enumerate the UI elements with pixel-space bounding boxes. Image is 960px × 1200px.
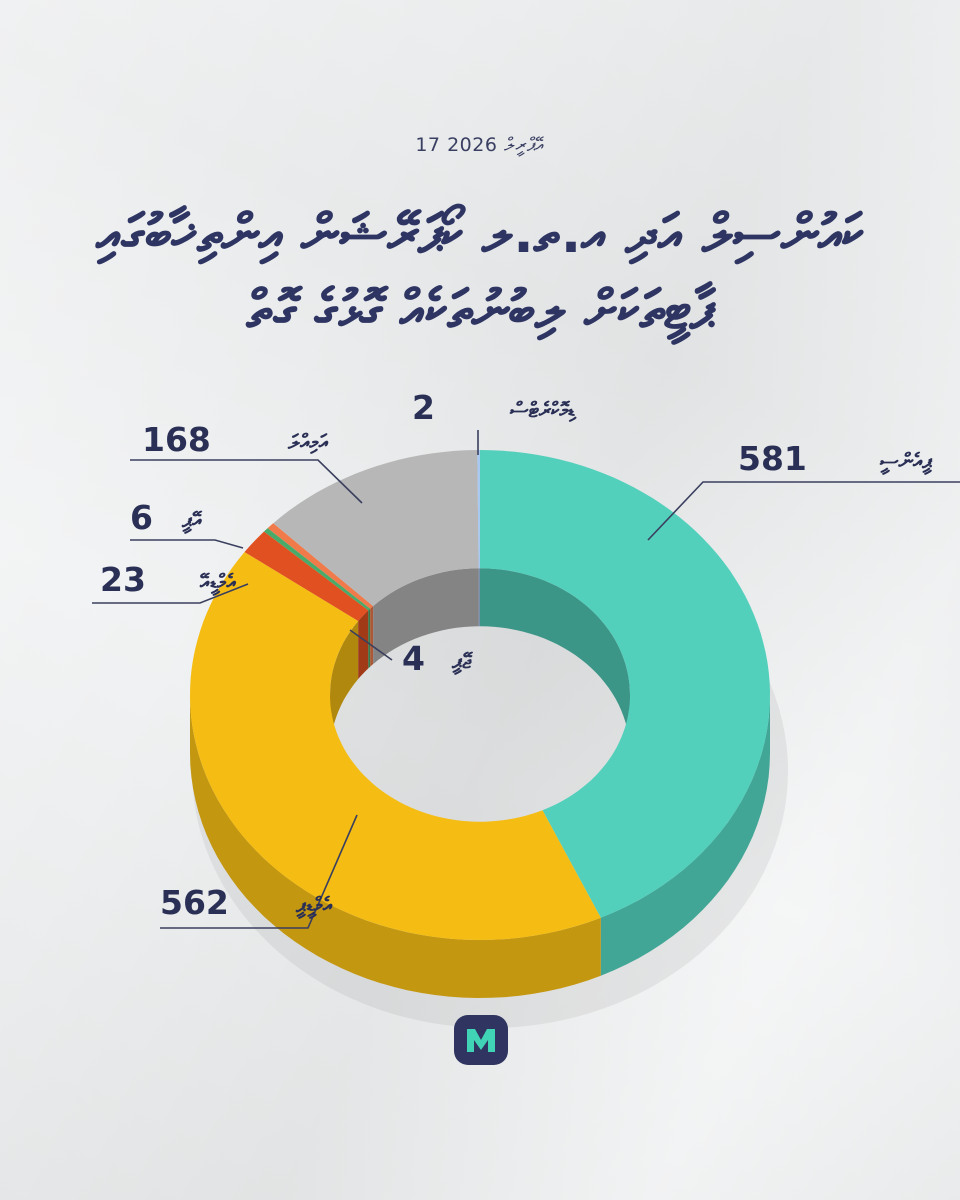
leader-line-6 [130, 539, 244, 549]
data-label-value-4: 4 [402, 639, 425, 678]
slice-6 [267, 523, 374, 609]
data-label-name-4: ޖޭޕީ [451, 649, 473, 676]
slice-562 [190, 552, 601, 940]
title-line-1: ކައުންސިލް އަދި އ.ތ.ލ ކޯޕަރޭޝަން އިންތިޚ… [96, 202, 864, 265]
leader-line-562 [160, 814, 358, 929]
donut-inner-walls [330, 568, 630, 753]
data-label-name-581: ޕީއެންސީ [879, 449, 933, 476]
leader-line-4 [349, 629, 393, 661]
data-label-name-6: އޭޕީ [181, 508, 202, 535]
brand-logo [454, 1015, 508, 1065]
donut-top-faces [190, 450, 770, 940]
data-label-value-2: 2 [412, 388, 435, 427]
slice-2 [477, 450, 480, 569]
slice-inner-168 [373, 568, 479, 665]
data-label-name-168: އަމިއްލަ [287, 430, 329, 455]
m-logo-icon [467, 1029, 495, 1052]
data-label-name-2: ޑިމޮކްރެޓްސް [509, 398, 577, 423]
slice-inner-2 [478, 568, 480, 627]
slice-inner-6 [370, 606, 374, 667]
slice-4 [264, 528, 371, 611]
data-label-name-23: އެމްޑީއޭ [199, 570, 236, 597]
leader-line-581 [647, 481, 960, 541]
slice-581 [480, 450, 770, 918]
date-label: 17 އޭޕްރީލް 2026 [415, 134, 545, 156]
slice-inner-4 [368, 608, 371, 669]
page-title: ކައުންސިލް އަދި އ.ތ.ލ ކޯޕަރޭޝަން އިންތިޚ… [80, 196, 880, 348]
slice-side-562 [190, 695, 601, 998]
leader-line-168 [130, 459, 363, 504]
slice-inner-23 [358, 610, 369, 679]
donut-side-walls [190, 695, 770, 998]
data-label-value-562: 562 [160, 883, 229, 922]
title-line-2: ޕާޓީތަކަށް ލިބުނުތަކެއް ގޮޅުގެ ގޮތް [246, 278, 714, 341]
data-label-value-23: 23 [100, 560, 146, 599]
slice-inner-581 [480, 568, 630, 753]
data-label-value-168: 168 [142, 420, 211, 459]
data-label-value-581: 581 [738, 439, 807, 478]
slice-23 [244, 531, 369, 621]
data-label-name-562: އެމްޑީޕީ [295, 893, 333, 920]
slice-side-581 [600, 695, 770, 976]
leader-line-23 [92, 583, 249, 604]
chart-labels: 581 ޕީއެންސީ 562 އެމްޑީޕީ 23 އެމްޑީއޭ 4 ޖޭޕީ 6 އޭ… [92, 388, 960, 929]
slice-168 [273, 450, 479, 607]
slice-inner-562 [330, 621, 359, 753]
data-label-value-6: 6 [130, 498, 153, 537]
